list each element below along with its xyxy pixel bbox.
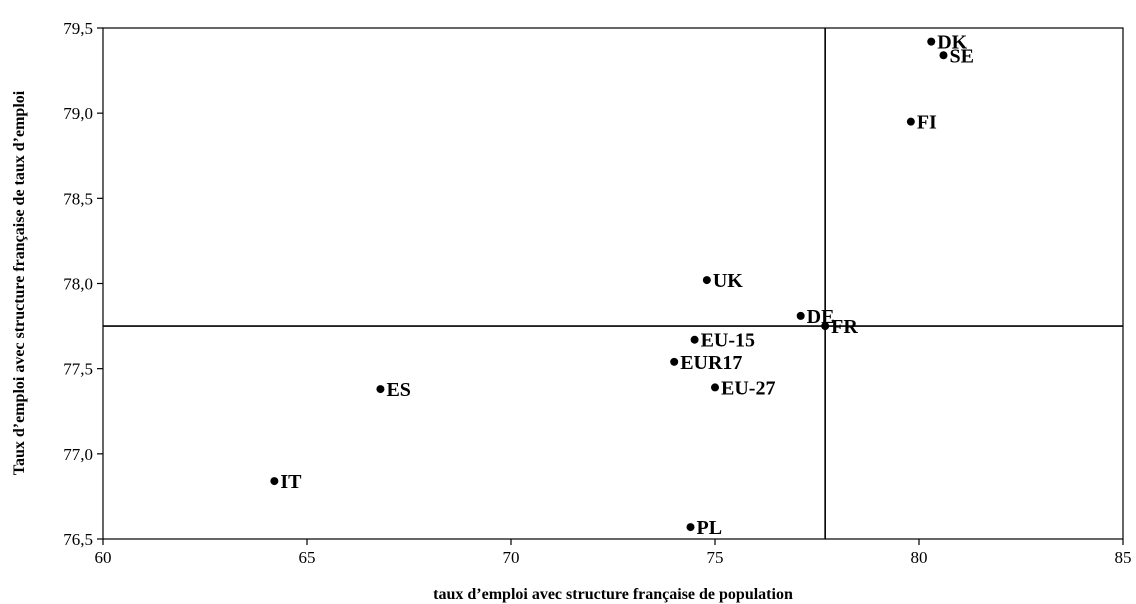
plot-area <box>102 27 1124 540</box>
point-label-se: SE <box>949 45 973 67</box>
point-eu-15 <box>690 335 699 344</box>
point-es <box>376 385 385 394</box>
point-dk <box>927 37 936 46</box>
reference-lines <box>103 28 1123 539</box>
y-tick-label: 78,0 <box>63 275 93 294</box>
x-tick-label: 80 <box>911 548 928 567</box>
point-uk <box>702 276 711 285</box>
y-axis-title: Taux d’emploi avec structure française d… <box>11 90 28 475</box>
point-label-dk: DK <box>937 32 967 54</box>
y-tick-label: 77,5 <box>63 360 93 379</box>
point-label-uk: UK <box>713 270 743 292</box>
point-label-fi: FI <box>917 112 937 134</box>
point-label-eu-27: EU-27 <box>721 377 775 399</box>
point-label-it: IT <box>280 471 302 493</box>
point-label-de: DE <box>807 306 835 328</box>
point-label-eur17: EUR17 <box>680 352 742 374</box>
x-tick-label: 60 <box>95 548 112 567</box>
y-tick-label: 79,5 <box>63 19 93 38</box>
y-tick-label: 79,0 <box>63 104 93 123</box>
point-label-pl: PL <box>697 517 723 539</box>
x-tick-label: 75 <box>707 548 724 567</box>
point-eu-27 <box>711 383 719 392</box>
y-tick-label: 77,0 <box>63 445 93 464</box>
x-tick-label: 85 <box>1115 548 1132 567</box>
point-label-eu-15: EU-15 <box>701 330 755 352</box>
y-tick-label: 76,5 <box>63 530 93 549</box>
point-it <box>270 477 279 486</box>
x-axis-ticks: 60 65 70 75 80 85 <box>95 539 1132 567</box>
x-tick-label: 70 <box>503 548 520 567</box>
point-fr <box>821 322 830 331</box>
point-eur17 <box>670 357 679 366</box>
x-tick-label: 65 <box>299 548 316 567</box>
y-axis-ticks: 76,5 77,0 77,5 78,0 78,5 79,0 79,5 <box>63 19 103 549</box>
point-se <box>939 51 948 60</box>
point-label-fr: FR <box>831 316 858 338</box>
point-de <box>796 311 805 320</box>
point-label-es: ES <box>386 379 410 401</box>
point-fi <box>906 117 915 126</box>
y-tick-label: 78,5 <box>63 189 93 208</box>
point-pl <box>686 523 695 532</box>
x-axis-title: taux d’emploi avec structure française d… <box>433 586 793 603</box>
